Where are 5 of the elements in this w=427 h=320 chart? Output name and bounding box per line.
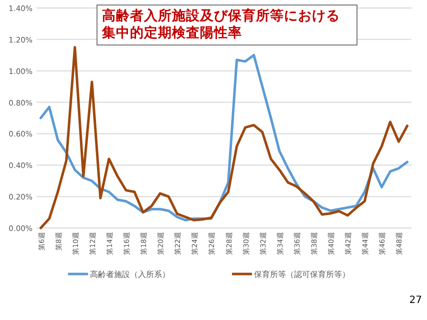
legend-label: 高齢者施設（入所系） [90,270,170,279]
text: 27 [409,295,422,306]
chart-title: 高齢者入所施設及び保育所等における [102,7,340,24]
text: 集中的定期検査陽性率 [101,24,242,41]
legend-label: 保育所等（認可保育所等） [254,270,350,279]
